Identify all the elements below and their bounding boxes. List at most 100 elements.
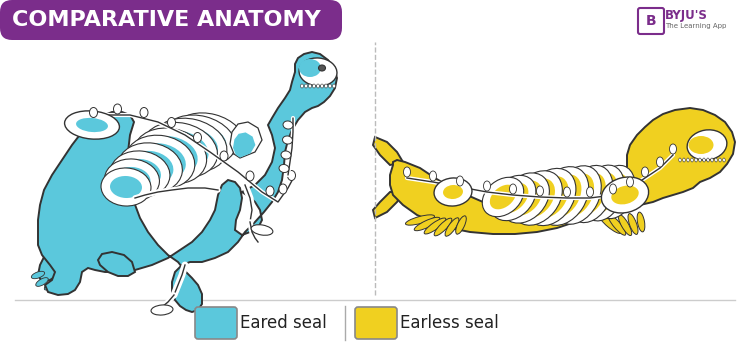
Ellipse shape <box>595 165 635 219</box>
Text: BYJU'S: BYJU'S <box>665 9 708 22</box>
Ellipse shape <box>299 58 337 86</box>
Polygon shape <box>230 122 262 158</box>
Ellipse shape <box>641 167 649 177</box>
Ellipse shape <box>301 84 304 88</box>
Ellipse shape <box>110 151 170 197</box>
Ellipse shape <box>142 122 218 178</box>
Ellipse shape <box>691 158 693 162</box>
Ellipse shape <box>328 84 332 88</box>
Ellipse shape <box>424 218 445 234</box>
Ellipse shape <box>536 186 544 196</box>
Ellipse shape <box>687 130 727 160</box>
Ellipse shape <box>589 173 617 213</box>
FancyBboxPatch shape <box>638 8 664 34</box>
Polygon shape <box>233 132 256 158</box>
Ellipse shape <box>251 225 273 235</box>
Ellipse shape <box>414 217 440 231</box>
Ellipse shape <box>537 167 589 225</box>
Ellipse shape <box>53 279 63 291</box>
Ellipse shape <box>688 136 713 154</box>
Ellipse shape <box>89 107 98 118</box>
Ellipse shape <box>430 171 436 181</box>
Ellipse shape <box>445 218 459 236</box>
Ellipse shape <box>281 151 291 159</box>
Ellipse shape <box>718 158 722 162</box>
Ellipse shape <box>519 178 555 218</box>
Ellipse shape <box>563 187 571 197</box>
Ellipse shape <box>618 215 632 236</box>
Text: COMPARATIVE ANATOMY: COMPARATIVE ANATOMY <box>12 10 321 30</box>
Ellipse shape <box>508 181 542 216</box>
Ellipse shape <box>76 118 108 132</box>
Ellipse shape <box>127 151 173 185</box>
Ellipse shape <box>602 173 628 211</box>
Polygon shape <box>98 252 135 276</box>
Ellipse shape <box>443 185 463 199</box>
Ellipse shape <box>434 218 451 236</box>
Ellipse shape <box>456 216 466 234</box>
Ellipse shape <box>404 167 410 177</box>
Ellipse shape <box>32 271 45 279</box>
Ellipse shape <box>406 215 434 225</box>
Ellipse shape <box>287 170 296 181</box>
Ellipse shape <box>567 166 613 223</box>
Ellipse shape <box>119 159 161 189</box>
Ellipse shape <box>699 158 701 162</box>
Ellipse shape <box>283 121 293 129</box>
Ellipse shape <box>104 159 160 201</box>
Ellipse shape <box>553 166 602 224</box>
Ellipse shape <box>125 135 195 189</box>
Ellipse shape <box>509 184 517 194</box>
Ellipse shape <box>316 84 320 88</box>
Ellipse shape <box>608 215 625 235</box>
Ellipse shape <box>484 181 490 191</box>
Ellipse shape <box>611 186 639 204</box>
Ellipse shape <box>656 157 664 167</box>
Ellipse shape <box>140 107 148 118</box>
Ellipse shape <box>687 158 689 162</box>
Ellipse shape <box>715 158 717 162</box>
Ellipse shape <box>434 178 472 206</box>
Polygon shape <box>38 242 72 282</box>
Ellipse shape <box>325 84 328 88</box>
Ellipse shape <box>152 130 208 170</box>
Ellipse shape <box>723 158 725 162</box>
Ellipse shape <box>490 185 516 209</box>
Ellipse shape <box>118 143 182 193</box>
Ellipse shape <box>153 118 227 172</box>
Ellipse shape <box>679 158 681 162</box>
Ellipse shape <box>711 158 713 162</box>
Ellipse shape <box>319 65 326 71</box>
Ellipse shape <box>177 113 243 157</box>
FancyBboxPatch shape <box>0 0 342 40</box>
Polygon shape <box>390 108 735 234</box>
Ellipse shape <box>638 212 645 232</box>
Ellipse shape <box>64 111 119 139</box>
Ellipse shape <box>490 175 536 220</box>
Ellipse shape <box>220 151 228 161</box>
Ellipse shape <box>101 168 151 206</box>
Ellipse shape <box>706 158 710 162</box>
Ellipse shape <box>113 104 122 114</box>
Ellipse shape <box>482 177 524 217</box>
Ellipse shape <box>602 177 649 213</box>
Ellipse shape <box>279 164 289 173</box>
Ellipse shape <box>532 176 568 218</box>
Ellipse shape <box>586 187 593 197</box>
Ellipse shape <box>320 84 323 88</box>
Ellipse shape <box>266 186 274 196</box>
Ellipse shape <box>283 136 292 144</box>
Ellipse shape <box>560 174 594 217</box>
Polygon shape <box>373 137 403 165</box>
Ellipse shape <box>194 133 202 142</box>
Ellipse shape <box>173 123 226 157</box>
Ellipse shape <box>500 173 550 223</box>
Ellipse shape <box>142 136 198 176</box>
Ellipse shape <box>167 118 176 127</box>
Ellipse shape <box>61 276 69 288</box>
Ellipse shape <box>110 176 142 198</box>
Ellipse shape <box>610 184 616 194</box>
Ellipse shape <box>44 280 56 290</box>
Ellipse shape <box>457 176 464 186</box>
Ellipse shape <box>628 214 638 235</box>
